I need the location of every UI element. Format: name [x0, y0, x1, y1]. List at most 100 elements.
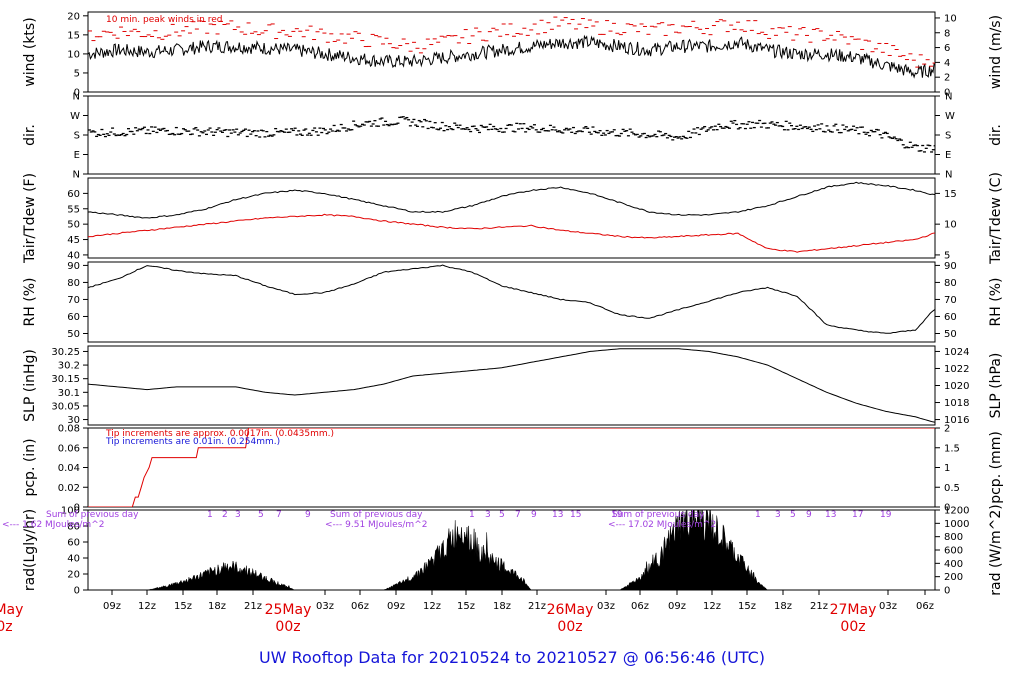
y-tick-label: 30.05 — [51, 401, 80, 412]
temp-series-line — [88, 213, 935, 253]
y-tick-label: 5 — [74, 68, 80, 79]
temp-series-line — [88, 181, 935, 219]
plot-area — [88, 116, 935, 153]
y-tick-label-right: 6 — [944, 43, 950, 54]
y-tick-label-right: 1000 — [944, 519, 969, 530]
radiation-hour-mark: 7 — [276, 510, 282, 520]
radiation-hour-mark: 1 — [207, 510, 213, 520]
x-tick-label: 03z — [879, 601, 897, 612]
day-label: 27May — [830, 602, 877, 618]
radiation-hour-mark: 5 — [790, 510, 796, 520]
y-tick-label: 45 — [67, 235, 80, 246]
y-tick-label-right: 8 — [944, 28, 950, 39]
y-tick-label: 0 — [74, 88, 80, 99]
y-tick-label: 70 — [67, 295, 80, 306]
plot-area — [88, 428, 935, 507]
y-axis-label-right: pcp. (mm) — [988, 431, 1004, 504]
y-tick-label-right: 0 — [944, 88, 950, 99]
y-axis-label: SLP (inHg) — [22, 349, 38, 422]
x-tick-label: 03z — [597, 601, 615, 612]
panel-frame — [87, 261, 936, 343]
y-tick-label-right: W — [945, 111, 955, 122]
y-tick-label-right: 50 — [944, 329, 957, 340]
y-tick-label: N — [73, 170, 80, 181]
y-tick-label: 100 — [61, 506, 80, 517]
x-tick-label: 06z — [631, 601, 649, 612]
day-label: 26May — [547, 602, 594, 618]
y-tick-label: 30.1 — [58, 388, 80, 399]
y-tick-label: 60 — [67, 538, 80, 549]
radiation-day-2 — [383, 520, 532, 590]
y-tick-label-right: 0 — [944, 586, 950, 597]
y-tick-label-right: 1018 — [944, 398, 969, 409]
tip-increment-note-2: Tip increments are 0.01in. (0.254mm.) — [105, 437, 280, 447]
y-tick-label-right: 2 — [944, 424, 950, 435]
x-tick-label: 15z — [738, 601, 756, 612]
radiation-day-3 — [619, 510, 768, 590]
y-axis-label: rad(Lgly/hr) — [22, 509, 38, 591]
panel-slp: 30 30.05 30.1 30.15 30.2 30.25 1016 1018 1020 102… — [22, 345, 1004, 426]
y-tick-label-right: S — [945, 131, 951, 142]
x-tick-label: 15z — [457, 601, 475, 612]
radiation-sum-note: <--- 1.62 MJoules/m^2 — [2, 520, 104, 530]
radiation-hour-mark: 15 — [570, 510, 581, 520]
y-tick-label: 0 — [74, 503, 80, 514]
day-time-label: 00z — [840, 619, 865, 635]
y-tick-label: 0 — [74, 586, 80, 597]
radiation-sum-note: <--- 17.02 MJoules/m^2 — [608, 520, 716, 530]
y-tick-label: 50 — [67, 220, 80, 231]
y-tick-label: S — [74, 131, 80, 142]
rh-series-line — [88, 264, 935, 334]
y-axis-label: wind (kts) — [22, 17, 38, 86]
y-tick-label-right: 5 — [944, 250, 950, 261]
panel-frame — [87, 177, 936, 259]
x-tick-label: 21z — [810, 601, 828, 612]
radiation-sum-note: Sum of previous day — [46, 510, 139, 520]
day-time-label: 00z — [557, 619, 582, 635]
y-axis-label: RH (%) — [22, 278, 38, 327]
x-tick-label: 06z — [916, 601, 934, 612]
radiation-sum-note: Sum of previous day — [330, 510, 423, 520]
radiation-hour-mark: 3 — [775, 510, 781, 520]
y-tick-label-right: 2 — [944, 73, 950, 84]
x-tick-label: 18z — [774, 601, 792, 612]
y-tick-label: N — [73, 92, 80, 103]
plot-area — [88, 348, 935, 423]
radiation-hour-mark: 13 — [825, 510, 836, 520]
x-tick-label: 21z — [528, 601, 546, 612]
panel-frame — [87, 11, 936, 93]
y-tick-label: 15 — [67, 30, 80, 41]
y-axis-label-right: SLP (hPa) — [988, 353, 1004, 419]
y-tick-label: 40 — [67, 554, 80, 565]
x-tick-label: 12z — [138, 601, 156, 612]
plot-area — [88, 16, 935, 79]
y-axis-label: pcp. (in) — [22, 438, 38, 496]
y-tick-label: E — [74, 150, 80, 161]
y-tick-label: 30.25 — [51, 347, 80, 358]
x-tick-label: 09z — [668, 601, 686, 612]
plot-area — [88, 264, 935, 334]
y-tick-label-right: 15 — [944, 189, 957, 200]
y-axis-label-right: RH (%) — [988, 278, 1004, 327]
x-tick-label: 15z — [174, 601, 192, 612]
x-tick-label: 12z — [423, 601, 441, 612]
y-axis-label: dir. — [22, 124, 38, 146]
panel-temp: 40 45 50 55 60 5 10 15 Tair/Tdew (F) Tair/Tdew (C… — [22, 172, 1004, 265]
slp-series-line — [88, 348, 935, 423]
y-tick-label: 30 — [67, 415, 80, 426]
day-label: 25May — [265, 602, 312, 618]
pcp-line — [88, 428, 935, 507]
x-tick-label: 09z — [387, 601, 405, 612]
y-tick-label-right: 60 — [944, 312, 957, 323]
wind-series-line — [88, 34, 935, 79]
x-tick-label: 03z — [316, 601, 334, 612]
y-tick-label-right: 0.5 — [944, 483, 960, 494]
y-tick-label: W — [70, 111, 80, 122]
radiation-hour-mark: 9 — [531, 510, 537, 520]
radiation-hour-mark: 17 — [852, 510, 863, 520]
y-tick-label: 60 — [67, 189, 80, 200]
y-tick-label-right: 600 — [944, 546, 963, 557]
radiation-hour-mark: 1 — [469, 510, 475, 520]
y-tick-label-right: E — [945, 150, 951, 161]
y-tick-label: 30.2 — [58, 361, 80, 372]
